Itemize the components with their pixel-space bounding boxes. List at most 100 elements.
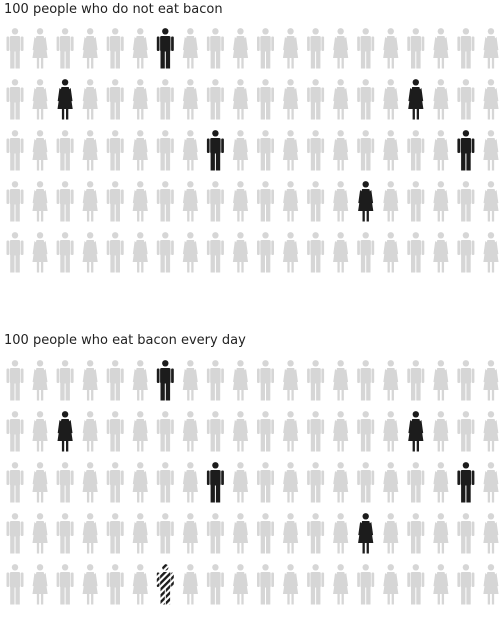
person-icon-neutral xyxy=(156,232,174,273)
person-icon-neutral xyxy=(56,462,74,503)
person-icon-neutral xyxy=(182,232,198,273)
person-icon-neutral xyxy=(282,411,299,452)
person-icon-neutral xyxy=(333,462,349,503)
person-icon-neutral xyxy=(6,462,24,503)
person-icon-neutral xyxy=(383,513,399,554)
person-icon-neutral xyxy=(257,28,274,69)
person-icon-neutral xyxy=(82,130,98,171)
person-icon-neutral xyxy=(433,181,449,222)
person-icon-neutral xyxy=(357,130,375,171)
person-icon-neutral xyxy=(6,181,24,222)
person-icon-neutral xyxy=(82,513,98,554)
person-icon-neutral xyxy=(483,360,499,401)
person-icon-neutral xyxy=(132,79,148,120)
person-icon-neutral xyxy=(132,232,148,273)
person-icon-neutral xyxy=(6,79,24,120)
icon-array-no-bacon xyxy=(6,28,499,273)
person-icon-neutral xyxy=(433,79,449,120)
person-icon-neutral xyxy=(483,130,499,171)
person-icon-neutral xyxy=(457,564,475,605)
person-icon-neutral xyxy=(132,28,148,69)
person-icon-neutral xyxy=(82,79,98,120)
person-icon-neutral xyxy=(357,462,375,503)
person-icon-neutral xyxy=(106,411,124,452)
person-icon-neutral xyxy=(82,181,98,222)
person-icon-neutral xyxy=(6,564,24,605)
person-icon-neutral xyxy=(32,181,48,222)
person-icon-neutral xyxy=(6,411,24,452)
person-icon-neutral xyxy=(106,130,124,171)
person-icon-neutral xyxy=(282,564,299,605)
person-icon-neutral xyxy=(333,79,349,120)
person-icon-neutral xyxy=(82,360,98,401)
person-icon-neutral xyxy=(333,181,349,222)
person-icon-neutral xyxy=(433,360,449,401)
person-icon-neutral xyxy=(307,564,325,605)
person-icon-neutral xyxy=(56,564,74,605)
person-icon-neutral xyxy=(156,411,174,452)
person-icon-neutral xyxy=(156,181,174,222)
person-icon-neutral xyxy=(357,360,375,401)
person-icon-neutral xyxy=(433,130,449,171)
person-icon-neutral xyxy=(357,28,375,69)
person-icon-neutral xyxy=(257,79,274,120)
person-icon-neutral xyxy=(257,462,274,503)
person-icon-neutral xyxy=(206,360,224,401)
person-icon-neutral xyxy=(383,564,399,605)
person-icon-neutral xyxy=(132,462,148,503)
person-icon-neutral xyxy=(383,181,399,222)
person-icon-neutral xyxy=(182,28,198,69)
person-icon-neutral xyxy=(282,360,299,401)
person-icon-neutral xyxy=(407,28,425,69)
person-icon-neutral xyxy=(483,79,499,120)
person-icon-neutral xyxy=(483,181,499,222)
person-icon-neutral xyxy=(32,79,48,120)
person-icon-neutral xyxy=(257,411,274,452)
person-icon-neutral xyxy=(232,130,249,171)
person-icon-cancer xyxy=(206,130,224,171)
person-icon-neutral xyxy=(6,513,24,554)
person-icon-neutral xyxy=(307,462,325,503)
person-icon-neutral xyxy=(232,513,249,554)
person-icon-neutral xyxy=(257,232,274,273)
person-icon-neutral xyxy=(407,462,425,503)
person-icon-neutral xyxy=(282,513,299,554)
person-icon-neutral xyxy=(232,28,249,69)
person-icon-neutral xyxy=(357,232,375,273)
person-icon-neutral xyxy=(433,513,449,554)
person-icon-cancer xyxy=(156,360,174,401)
person-icon-neutral xyxy=(383,130,399,171)
person-icon-neutral xyxy=(232,79,249,120)
person-icon-neutral xyxy=(307,28,325,69)
person-icon-neutral xyxy=(483,564,499,605)
person-icon-neutral xyxy=(407,513,425,554)
person-icon-neutral xyxy=(282,28,299,69)
person-icon-neutral xyxy=(106,232,124,273)
person-icon-neutral xyxy=(106,181,124,222)
icon-array-bacon-daily xyxy=(6,360,499,605)
person-icon-neutral xyxy=(32,232,48,273)
person-icon-neutral xyxy=(206,79,224,120)
person-icon-neutral xyxy=(307,130,325,171)
person-icon-neutral xyxy=(457,79,475,120)
person-icon-neutral xyxy=(32,360,48,401)
person-icon-neutral xyxy=(357,564,375,605)
person-icon-neutral xyxy=(407,360,425,401)
person-icon-neutral xyxy=(383,360,399,401)
person-icon-neutral xyxy=(333,411,349,452)
person-icon-neutral xyxy=(457,411,475,452)
person-icon-neutral xyxy=(333,130,349,171)
person-icon-neutral xyxy=(6,130,24,171)
person-icon-cancer xyxy=(408,411,424,452)
person-icon-neutral xyxy=(106,28,124,69)
person-icon-neutral xyxy=(457,513,475,554)
person-icon-neutral xyxy=(383,462,399,503)
person-icon-neutral xyxy=(32,411,48,452)
person-icon-cancer xyxy=(156,28,174,69)
person-icon-neutral xyxy=(82,28,98,69)
person-icon-neutral xyxy=(282,130,299,171)
person-icon-neutral xyxy=(232,181,249,222)
person-icon-neutral xyxy=(82,411,98,452)
person-icon-neutral xyxy=(6,28,24,69)
person-icon-neutral xyxy=(56,28,74,69)
